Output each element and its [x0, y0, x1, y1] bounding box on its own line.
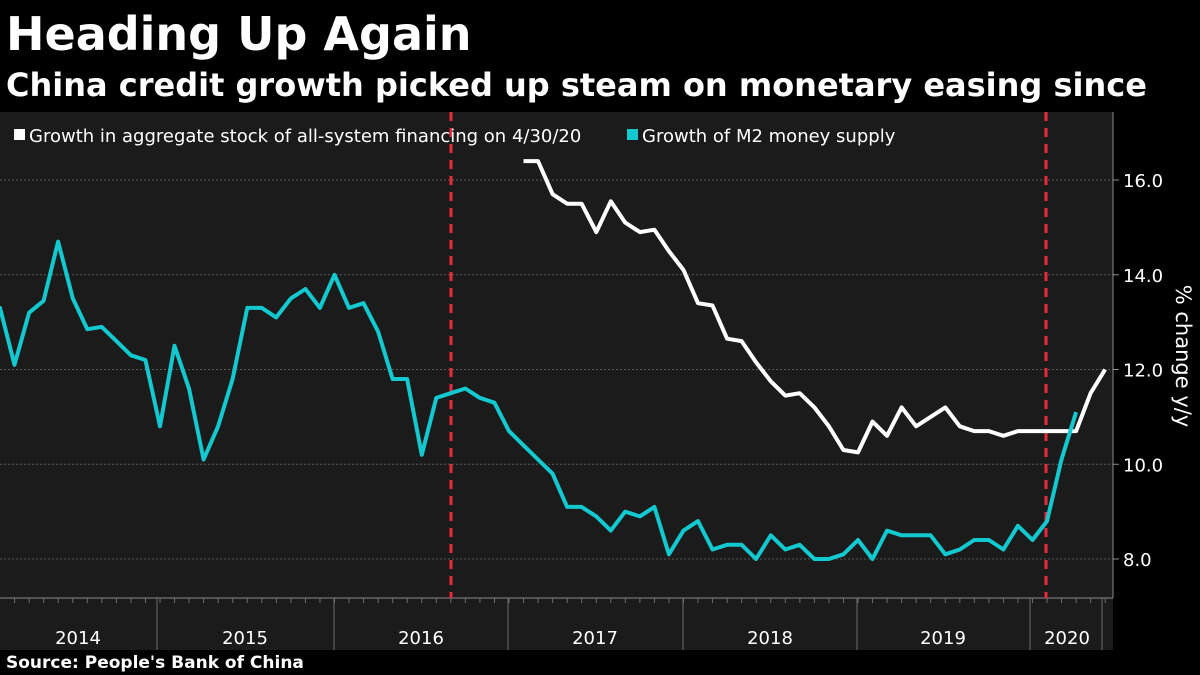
- x-tick-label: 2017: [572, 628, 618, 649]
- legend-swatch-m2: [627, 129, 638, 140]
- y-tick-label: 10.0: [1123, 455, 1163, 476]
- chart-subtitle: China credit growth picked up steam on m…: [6, 66, 1147, 104]
- tsf-growth-line: [523, 159, 1107, 455]
- y-tick-label: 14.0: [1123, 266, 1163, 287]
- gridlines: [0, 179, 1113, 560]
- source-note: Source: People's Bank of China: [6, 653, 304, 673]
- legend-label-tsf: Growth in aggregate stock of all-system …: [29, 126, 581, 147]
- m2-growth-line: [0, 239, 1079, 561]
- series-lines: [0, 159, 1107, 561]
- x-tick-label: 2020: [1044, 628, 1090, 649]
- y-tick-label: 8.0: [1123, 550, 1152, 571]
- plot-background: [0, 112, 1113, 598]
- y-tick-label: 12.0: [1123, 361, 1163, 382]
- x-tick-label: 2018: [747, 628, 793, 649]
- x-tick-label: 2015: [222, 628, 268, 649]
- y-tick-label: 16.0: [1123, 171, 1163, 192]
- x-tick-label: 2019: [920, 628, 966, 649]
- x-axis: 2014 2015 2016 2017 2018 2019 2020: [14, 598, 1106, 650]
- legend-label-m2: Growth of M2 money supply: [642, 126, 896, 147]
- chart-title: Heading Up Again: [6, 7, 472, 61]
- x-axis-band: [0, 597, 1113, 650]
- y-axis: 8.0 10.0 12.0 14.0 16.0: [1112, 112, 1163, 598]
- legend: Growth in aggregate stock of all-system …: [14, 126, 896, 147]
- y-axis-title: % change y/y: [1171, 285, 1195, 428]
- x-tick-label: 2014: [55, 628, 101, 649]
- legend-swatch-tsf: [14, 129, 25, 140]
- x-tick-label: 2016: [398, 628, 444, 649]
- year-band-background: [0, 598, 1113, 650]
